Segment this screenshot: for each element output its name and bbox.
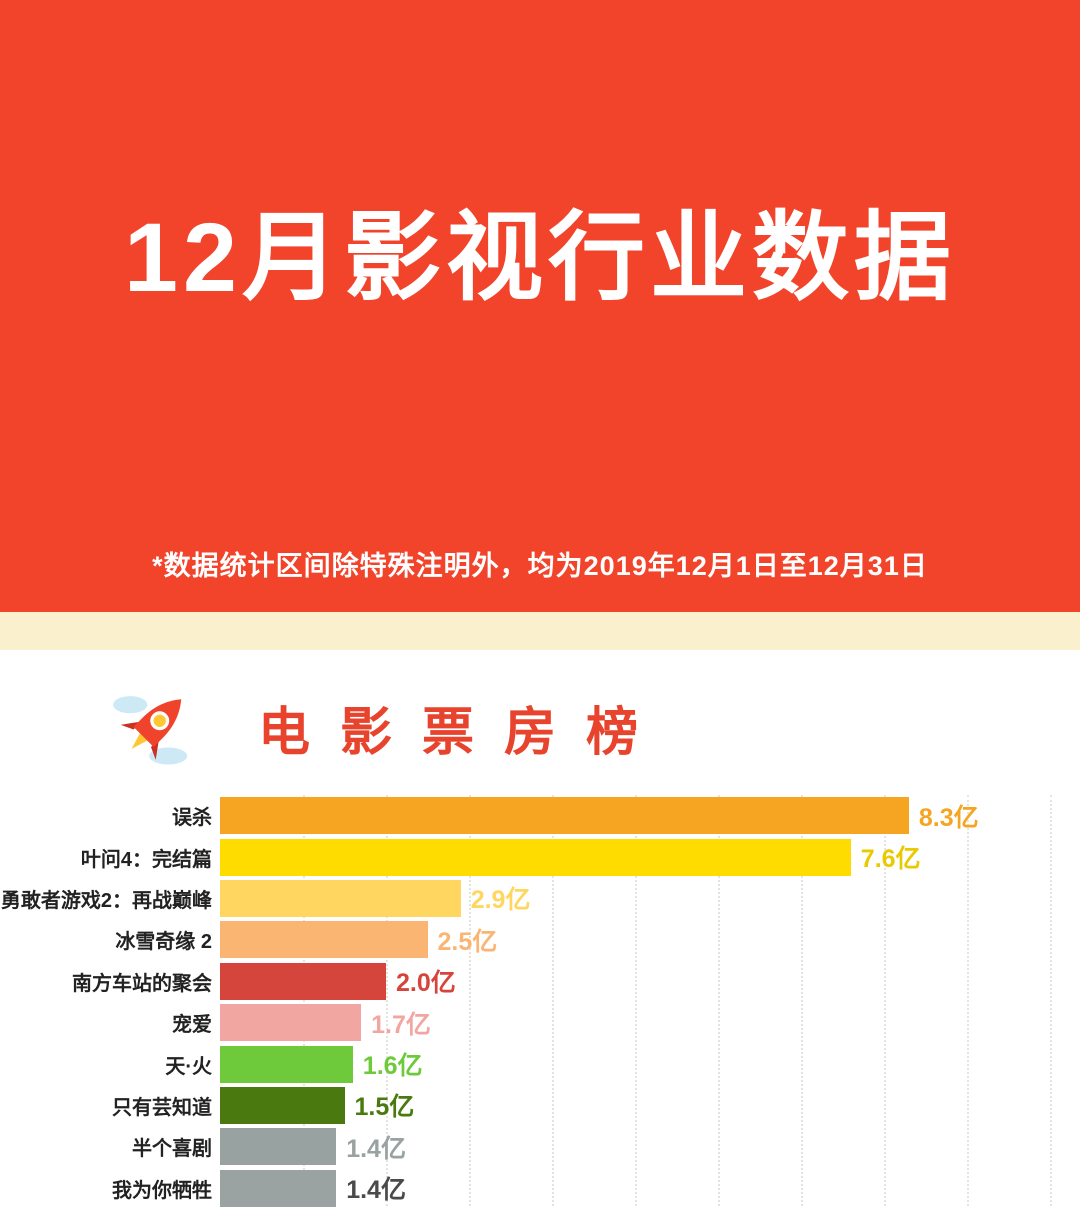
page-title: 12月影视行业数据 [124, 203, 956, 312]
bar-value-label: 1.6亿 [362, 1052, 423, 1081]
movie-title: 南方车站的聚会 [72, 972, 212, 995]
bar-value-label: 1.4亿 [346, 1134, 406, 1163]
movie-title: 宠爱 [172, 1014, 212, 1037]
grid-line [303, 795, 305, 1206]
movie-title: 叶问4：完结篇 [80, 848, 212, 871]
chart-row: 南方车站的聚会 2.0亿 [0, 961, 1080, 1002]
divider-band [0, 612, 1080, 650]
bar-value-label: 1.4亿 [346, 1176, 406, 1205]
movie-title: 冰雪奇缘 2 [115, 931, 212, 954]
bar-track: 1.4亿 [220, 1128, 1080, 1166]
grid-line [386, 795, 388, 1206]
bar-track: 1.5亿 [220, 1086, 1080, 1124]
chart-row: 我为你牺牲 1.4亿 [0, 1168, 1080, 1209]
chart-row: 天·火 1.6亿 [0, 1043, 1080, 1084]
chart-row: 叶问4：完结篇 7.6亿 [0, 836, 1080, 877]
chart-row: 半个喜剧 1.4亿 [0, 1126, 1080, 1167]
bar-track: 1.6亿 [220, 1045, 1080, 1083]
bar-value-label: 2.5亿 [437, 927, 498, 956]
grid-line [801, 795, 803, 1206]
bar-value-label: 1.5亿 [354, 1093, 415, 1122]
movie-title: 只有芸知道 [112, 1096, 212, 1119]
bar [220, 1045, 353, 1083]
chart-row: 误杀 8.3亿 [0, 795, 1080, 836]
bar-value-label: 7.6亿 [860, 845, 921, 874]
grid-line [1050, 795, 1052, 1206]
hero-section: 12月影视行业数据 *数据统计区间除特殊注明外，均为2019年12月1日至12月… [0, 0, 1080, 612]
chart-row: 勇敢者游戏2：再战巅峰 2.9亿 [0, 878, 1080, 919]
grid-line [552, 795, 554, 1206]
bar-track: 8.3亿 [220, 797, 1080, 835]
movie-title: 我为你牺牲 [112, 1179, 212, 1202]
bar-track: 2.5亿 [220, 921, 1080, 959]
bar [220, 921, 428, 959]
bar [220, 838, 851, 876]
movie-title: 天·火 [165, 1055, 212, 1078]
section-title: 电影票房榜 [258, 704, 669, 762]
bar [220, 1086, 345, 1124]
bar-track: 2.9亿 [220, 879, 1080, 917]
bar-value-label: 1.7亿 [371, 1010, 431, 1039]
grid-line [884, 795, 886, 1206]
data-range-note: *数据统计区间除特殊注明外，均为2019年12月1日至12月31日 [152, 551, 928, 581]
rocket-icon [113, 696, 188, 765]
chart-gridlines [220, 795, 1052, 1206]
chart-row: 宠爱 1.7亿 [0, 1002, 1080, 1043]
bar-value-label: 2.0亿 [396, 969, 456, 998]
bar-track: 7.6亿 [220, 838, 1080, 876]
bar-track: 2.0亿 [220, 962, 1080, 1000]
movie-title: 半个喜剧 [132, 1138, 212, 1161]
section-header: 电影票房榜 [103, 680, 1080, 775]
bar-value-label: 8.3亿 [918, 803, 979, 832]
chart-row: 只有芸知道 1.5亿 [0, 1085, 1080, 1126]
bar-value-label: 2.9亿 [470, 886, 531, 915]
grid-line [718, 795, 720, 1206]
bar [220, 879, 461, 917]
chart-row: 冰雪奇缘 2 2.5亿 [0, 919, 1080, 960]
movie-title: 勇敢者游戏2：再战巅峰 [0, 889, 212, 912]
grid-line [469, 795, 471, 1206]
box-office-chart: 误杀 8.3亿叶问4：完结篇 7.6亿勇敢者游戏2：再战巅峰 2.9亿冰雪奇缘 2 2.… [0, 795, 1080, 1209]
bar [220, 1128, 337, 1166]
bar-track: 1.7亿 [220, 1004, 1080, 1042]
bar [220, 1004, 362, 1042]
bar [220, 797, 909, 835]
bar-track: 1.4亿 [220, 1169, 1080, 1207]
grid-line [635, 795, 637, 1206]
bar [220, 962, 386, 1000]
chart-rows: 误杀 8.3亿叶问4：完结篇 7.6亿勇敢者游戏2：再战巅峰 2.9亿冰雪奇缘 2 2.… [0, 795, 1080, 1209]
grid-line [967, 795, 969, 1206]
bar [220, 1169, 337, 1207]
movie-title: 误杀 [172, 807, 212, 830]
